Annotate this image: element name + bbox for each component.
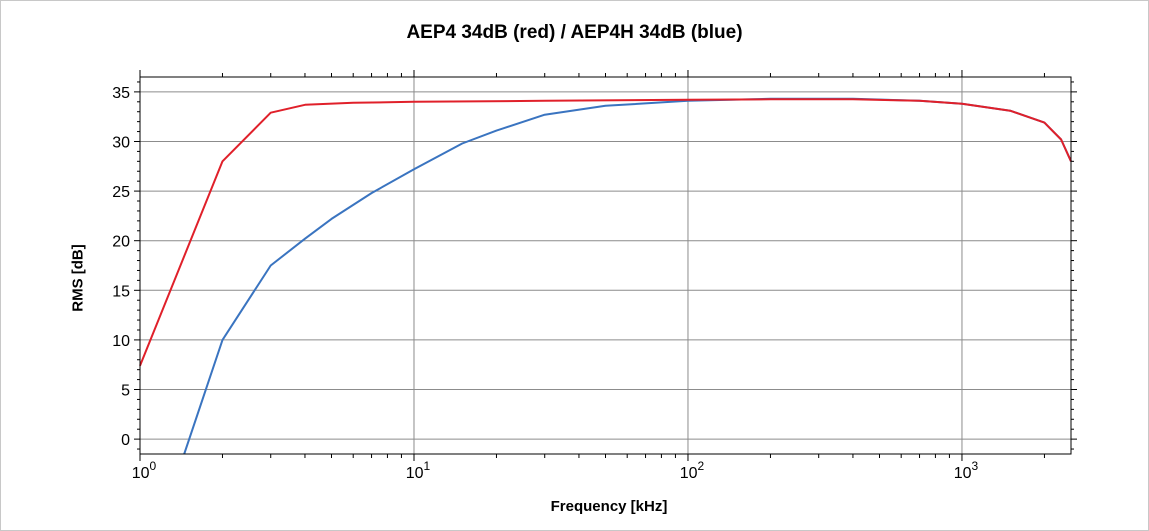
x-tick-label: 102 (680, 459, 705, 482)
y-tick-label: 30 (112, 134, 130, 151)
y-tick-label: 20 (112, 234, 130, 251)
y-tick-label: 5 (121, 383, 130, 400)
plot-area-border (139, 76, 1072, 455)
grid-lines (139, 77, 1071, 454)
series-line-0 (183, 97, 1072, 455)
x-axis-label: Frequency [kHz] (550, 498, 668, 515)
y-tick-label: 25 (112, 184, 130, 201)
x-tick-label: 103 (954, 459, 979, 482)
series-line-1 (139, 98, 1072, 367)
series-lines (139, 97, 1072, 455)
x-tick-label: 101 (406, 459, 431, 482)
axis-ticks (134, 70, 1077, 461)
y-tick-label: 15 (112, 283, 130, 300)
y-tick-label: 10 (112, 333, 130, 350)
y-tick-label: 0 (121, 432, 130, 449)
y-tick-label: 35 (112, 85, 130, 102)
chart-title: AEP4 34dB (red) / AEP4H 34dB (blue) (406, 22, 743, 43)
x-tick-label: 100 (132, 459, 157, 482)
tick-labels: 0 5 10 15 20 25 30 35 100 101 102 103 (112, 85, 978, 482)
